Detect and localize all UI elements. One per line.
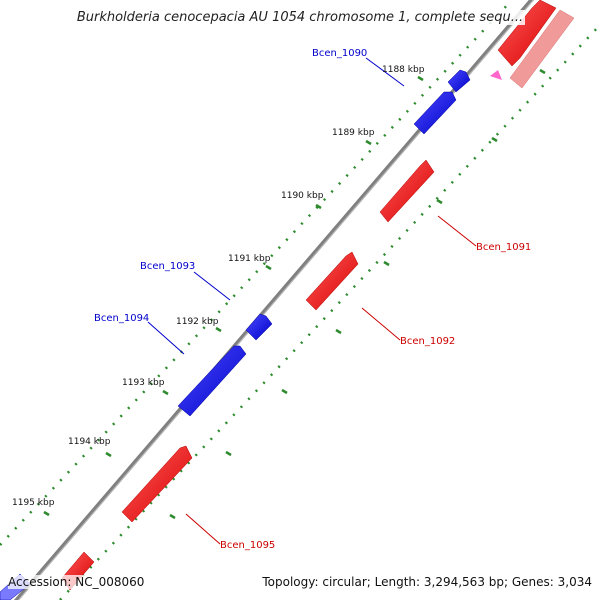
tick-label-1190: 1190 kbp bbox=[281, 191, 324, 201]
gene-bcen-1094[interactable] bbox=[177, 345, 247, 417]
tick-label-1195: 1195 kbp bbox=[12, 498, 55, 508]
tick-label-1188: 1188 kbp bbox=[382, 65, 425, 75]
gene-label-bcen-1093[interactable]: Bcen_1093 bbox=[140, 261, 195, 272]
gene-label-bcen-1090[interactable]: Bcen_1090 bbox=[312, 48, 367, 59]
gene-label-bcen-1091[interactable]: Bcen_1091 bbox=[476, 242, 531, 253]
gene-label-bcen-1095[interactable]: Bcen_1095 bbox=[220, 540, 275, 551]
gene-bcen-1093[interactable] bbox=[245, 313, 273, 341]
gene-bcen-1090-b[interactable] bbox=[447, 69, 471, 93]
chromosome-backbone bbox=[10, 0, 535, 604]
gene-bcen-1090[interactable] bbox=[413, 91, 457, 135]
major-ticks bbox=[43, 75, 424, 517]
gene-label-bcen-1094[interactable]: Bcen_1094 bbox=[94, 313, 149, 324]
gene-partial-top-right[interactable] bbox=[509, 9, 575, 89]
topology-label: Topology: circular; Length: 3,294,563 bp… bbox=[262, 575, 592, 589]
tick-label-1189: 1189 kbp bbox=[332, 128, 375, 138]
gene-small-pink bbox=[490, 70, 502, 80]
tick-label-1194: 1194 kbp bbox=[68, 437, 111, 447]
gene-label-bcen-1092[interactable]: Bcen_1092 bbox=[400, 336, 455, 347]
inner-major-ticks bbox=[169, 68, 546, 520]
tick-label-1191: 1191 kbp bbox=[228, 254, 271, 264]
outer-tick-track bbox=[0, 0, 513, 546]
map-title-text: Burkholderia cenocepacia AU 1054 chromos… bbox=[74, 10, 526, 25]
reverse-label-leaders bbox=[147, 57, 405, 355]
gene-bcen-1092[interactable] bbox=[305, 251, 359, 311]
tick-label-1193: 1193 kbp bbox=[122, 378, 165, 388]
tick-label-1192: 1192 kbp bbox=[176, 317, 219, 327]
map-title: Burkholderia cenocepacia AU 1054 chromos… bbox=[0, 10, 600, 25]
forward-label-leaders bbox=[185, 215, 477, 545]
gene-bcen-1095[interactable] bbox=[121, 445, 193, 523]
gene-bcen-1091[interactable] bbox=[379, 159, 435, 223]
gene-bcen-1089[interactable] bbox=[497, 0, 557, 67]
accession-label: Accession: NC_008060 bbox=[8, 575, 145, 589]
